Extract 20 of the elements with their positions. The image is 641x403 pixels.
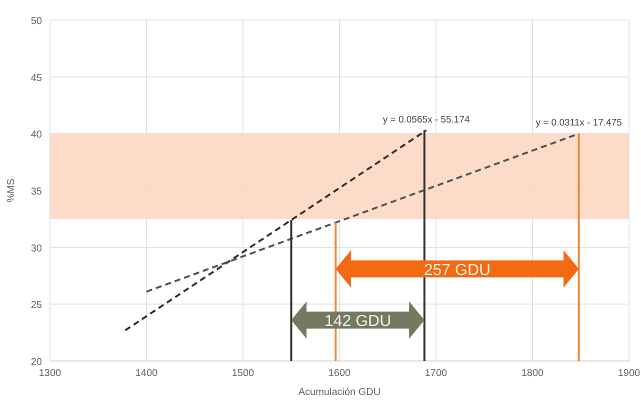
annotation: 257 GDU [424,262,491,279]
x-tick-label: 1500 [232,368,255,379]
y-tick-label: 20 [30,357,42,368]
y-tick-label: 40 [30,130,42,141]
x-tick-label: 1400 [135,368,158,379]
x-tick-label: 1700 [424,368,448,379]
x-tick-label: 1800 [521,368,544,379]
y-tick-label: 35 [30,186,42,198]
y-tick-label: 25 [30,300,42,312]
y-tick-label: 45 [30,72,42,84]
y-tick-label: 50 [30,16,42,27]
annotation: 142 GDU [324,313,392,330]
y-axis-title: %MS [6,178,17,202]
x-tick-label: 1600 [328,368,352,379]
x-axis-title: Acumulación GDU [298,387,381,398]
y-tick-label: 30 [30,243,42,254]
x-tick-label: 1900 [618,368,641,379]
x-tick-label: 1300 [38,368,62,379]
annotation: y = 0.0311x - 17.475 [536,118,622,129]
annotation: y = 0.0565x - 55.174 [382,114,470,126]
